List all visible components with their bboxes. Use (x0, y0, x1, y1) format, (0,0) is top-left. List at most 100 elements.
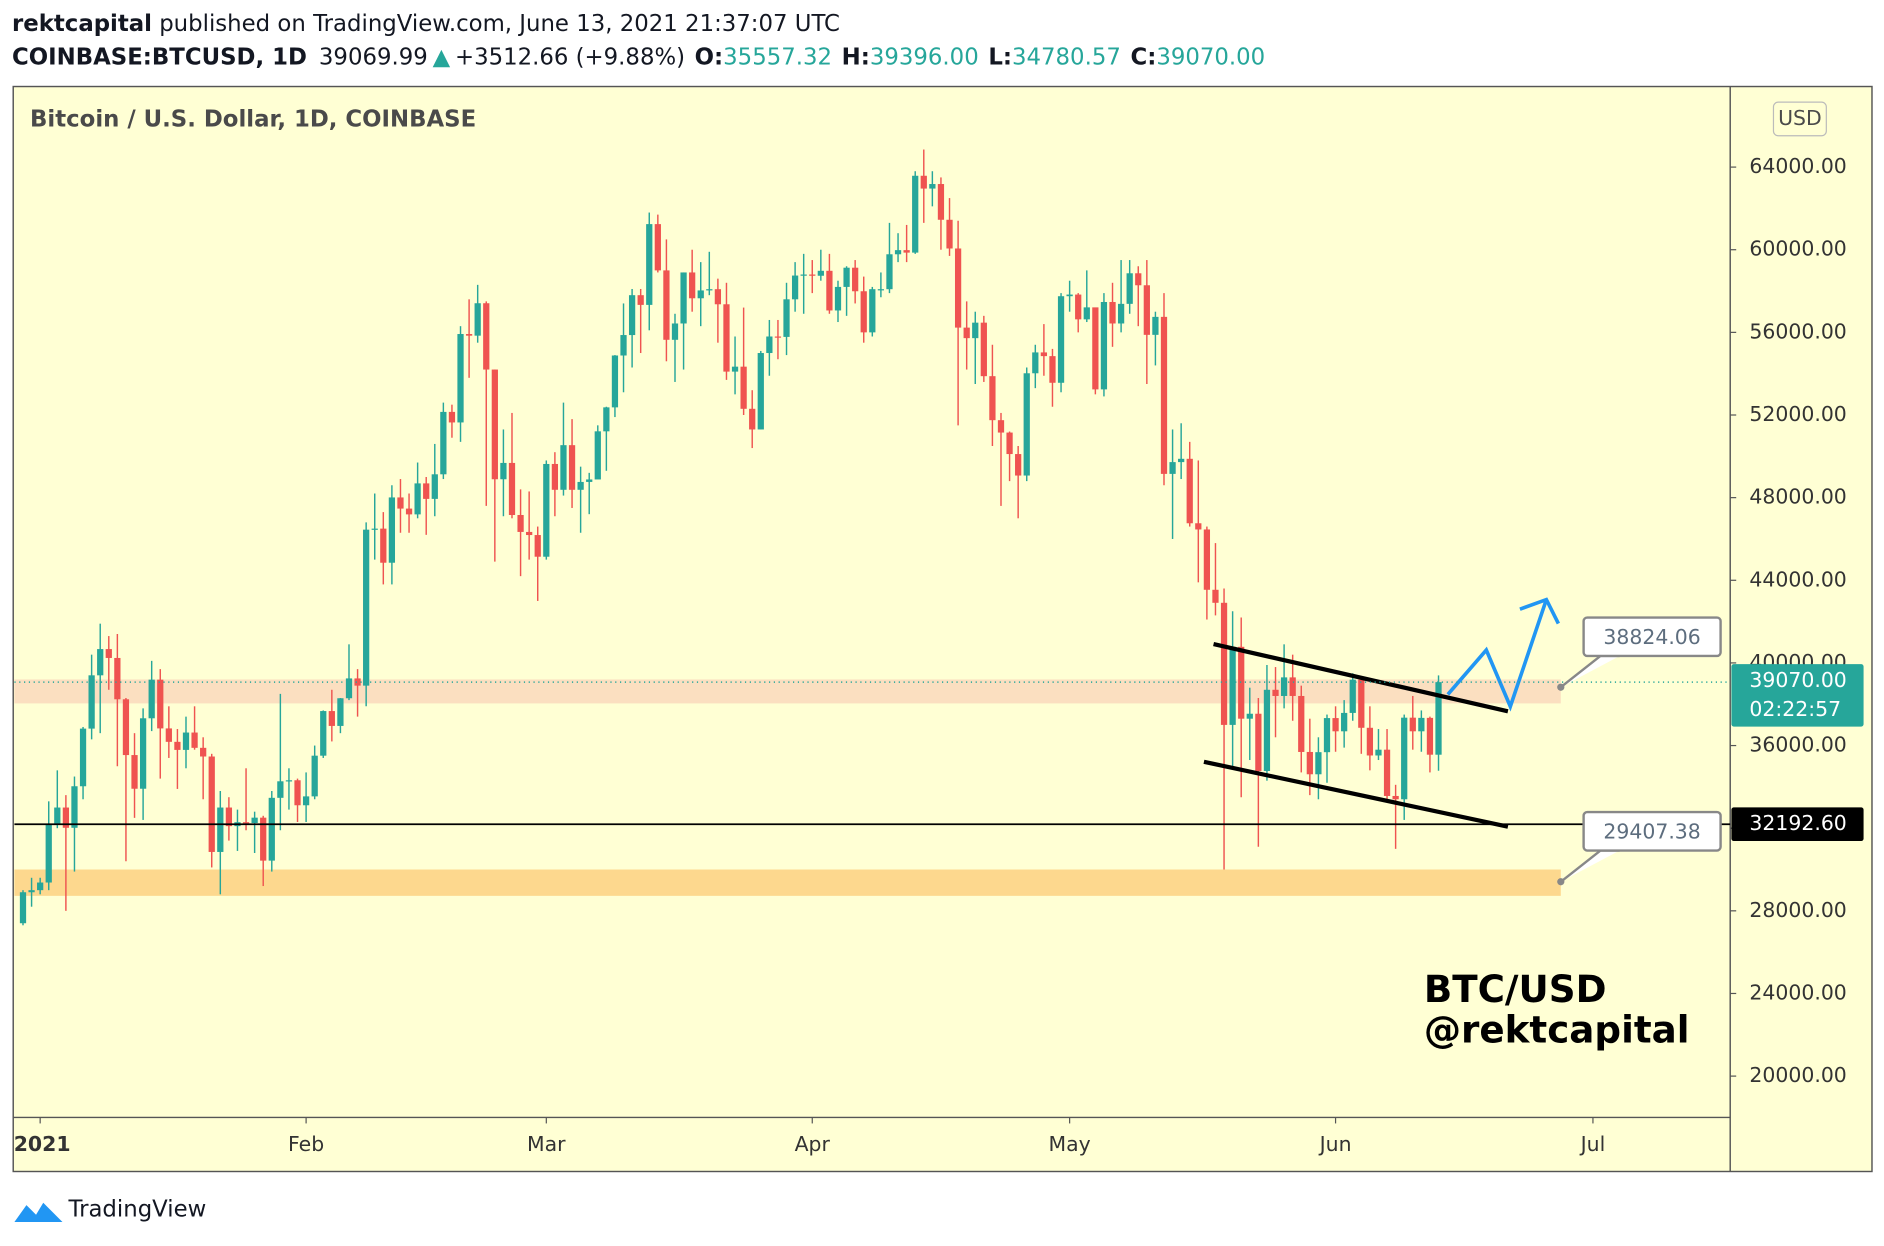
candle-body (302, 796, 310, 806)
candle-body (500, 462, 507, 480)
candle-body (71, 786, 78, 828)
candle-body (586, 479, 593, 482)
candle-body (1246, 713, 1253, 719)
candle-body (680, 272, 687, 324)
candle-body (139, 718, 147, 789)
candle-body (388, 497, 396, 563)
x-tick-label: Apr (795, 1132, 831, 1156)
candle-body (1409, 717, 1416, 732)
candle-body (620, 335, 627, 356)
y-tick-label: 28000.00 (1749, 898, 1846, 922)
candle-body (929, 184, 936, 189)
candle-body (200, 747, 207, 757)
y-tick-label: 60000.00 (1749, 237, 1846, 261)
candle-body (534, 535, 541, 557)
ohlc-label: O: (695, 44, 724, 70)
level-box (1731, 807, 1864, 842)
candle-body (877, 289, 885, 291)
candle-body (457, 334, 464, 423)
trend-line-lower (1203, 759, 1509, 829)
candle-body (1238, 646, 1245, 719)
candle-body (191, 732, 198, 748)
candle-body (1092, 307, 1099, 390)
candle-body (757, 353, 764, 430)
candle-body (157, 679, 164, 729)
candle-body (260, 817, 267, 861)
author: rektcapital (12, 11, 152, 37)
y-tick-label: 24000.00 (1749, 980, 1846, 1004)
candle-body (671, 323, 679, 340)
candle-body (1135, 273, 1142, 286)
candle-body (448, 411, 456, 423)
candle-body (903, 250, 910, 253)
projection-path (1446, 598, 1549, 712)
candle-body (105, 649, 112, 658)
candle-body (1075, 294, 1082, 320)
watermark: BTC/USD (1424, 967, 1607, 1011)
candle-body (1229, 646, 1236, 725)
candle-body (1263, 689, 1271, 771)
candle-body (1117, 303, 1125, 324)
candle-body (1298, 695, 1305, 752)
candle-body (320, 711, 327, 756)
candle-body (860, 291, 867, 333)
candle-body (852, 267, 859, 292)
candle-body (1169, 462, 1176, 474)
candle-body (1426, 717, 1434, 755)
candle-body (1160, 316, 1168, 474)
x-tick-label: Jul (1579, 1132, 1606, 1156)
ohlc-value: 39070.00 (1156, 44, 1265, 70)
trend-line-upper (1213, 641, 1509, 714)
y-tick-label: 36000.00 (1749, 733, 1846, 757)
candle-body (783, 299, 790, 337)
candle-body (886, 254, 893, 290)
last-price-box (1731, 664, 1864, 727)
candle-body (1392, 795, 1399, 800)
candle-body (62, 807, 70, 828)
candle-body (1015, 454, 1022, 476)
candle-body (1195, 523, 1202, 530)
candle-body (980, 322, 987, 377)
candle-body (1212, 589, 1219, 603)
candle-body (337, 698, 344, 726)
x-tick-label: Feb (288, 1132, 324, 1156)
callout-anchor (1557, 683, 1565, 691)
y-tick-label: 48000.00 (1749, 485, 1846, 509)
candle-body (277, 781, 284, 798)
callout-anchor (1557, 878, 1565, 886)
candle-body (208, 756, 215, 852)
y-tick-label: 52000.00 (1749, 402, 1846, 426)
candle-body (294, 780, 301, 806)
candle-body (1323, 718, 1331, 753)
candle-body (1083, 307, 1090, 320)
candle-body (1032, 352, 1039, 374)
plot (19, 149, 1442, 926)
y-tick-label: 56000.00 (1749, 319, 1846, 343)
candle-body (594, 431, 601, 480)
candle-body (628, 295, 636, 336)
candle-body (843, 267, 850, 287)
candle-body (809, 274, 816, 276)
candle-body (1100, 301, 1108, 390)
candle-body (774, 336, 782, 338)
ohlc-value: 39396.00 (870, 44, 979, 70)
candle-body (131, 755, 138, 789)
footer: TradingView (67, 1196, 206, 1222)
candle-body (894, 250, 902, 255)
callout-box (1582, 616, 1722, 658)
candle-body (1418, 717, 1425, 732)
candle-body (869, 289, 876, 333)
candle-body (791, 275, 799, 300)
candle-body (414, 483, 421, 515)
candle-body (1315, 752, 1322, 775)
price: 39069.99 (319, 44, 428, 70)
last-price-label: 39070.00 (1749, 668, 1846, 692)
tv-logo (14, 1202, 63, 1222)
candle-body (826, 270, 833, 311)
candle-body (380, 528, 387, 563)
candle-body (88, 675, 95, 729)
candle-body (328, 711, 335, 726)
symbol-line: COINBASE:BTCUSD, 1D 39069.99 ▲ +3512.66 (+9… (12, 44, 1265, 70)
